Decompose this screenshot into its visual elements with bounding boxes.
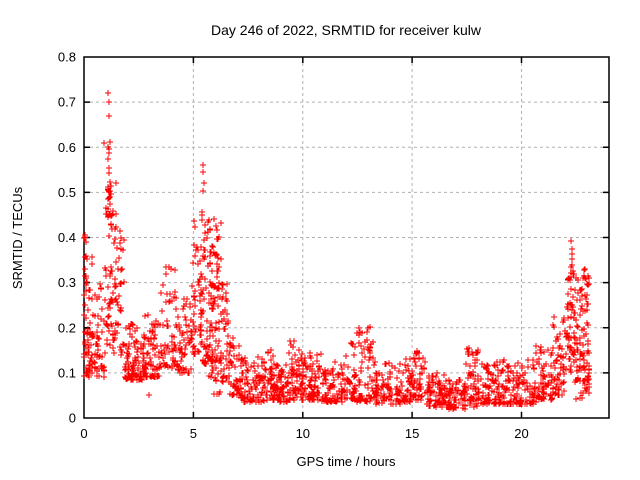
y-tick-label: 0.3	[58, 275, 76, 290]
y-tick-label: 0.2	[58, 320, 76, 335]
x-tick-label: 0	[80, 426, 87, 441]
y-tick-label: 0.1	[58, 365, 76, 380]
chart-title: Day 246 of 2022, SRMTID for receiver kul…	[211, 22, 482, 38]
y-tick-label: 0.6	[58, 140, 76, 155]
x-tick-label: 5	[190, 426, 197, 441]
y-tick-label: 0	[69, 411, 76, 426]
x-tick-label: 10	[296, 426, 310, 441]
x-tick-label: 20	[514, 426, 528, 441]
y-tick-label: 0.8	[58, 50, 76, 65]
x-tick-label: 15	[405, 426, 419, 441]
y-tick-label: 0.4	[58, 230, 76, 245]
tick-labels: 0 5 10 15 20 0 0.1 0.2 0.3 0.4 0.5 0.6 0.7 0.8	[58, 50, 529, 442]
y-axis-label: SRMTID / TECUs	[10, 186, 25, 289]
y-tick-label: 0.5	[58, 185, 76, 200]
y-tick-label: 0.7	[58, 95, 76, 110]
x-axis-label: GPS time / hours	[297, 454, 396, 469]
data-points-srmtid	[81, 90, 592, 412]
